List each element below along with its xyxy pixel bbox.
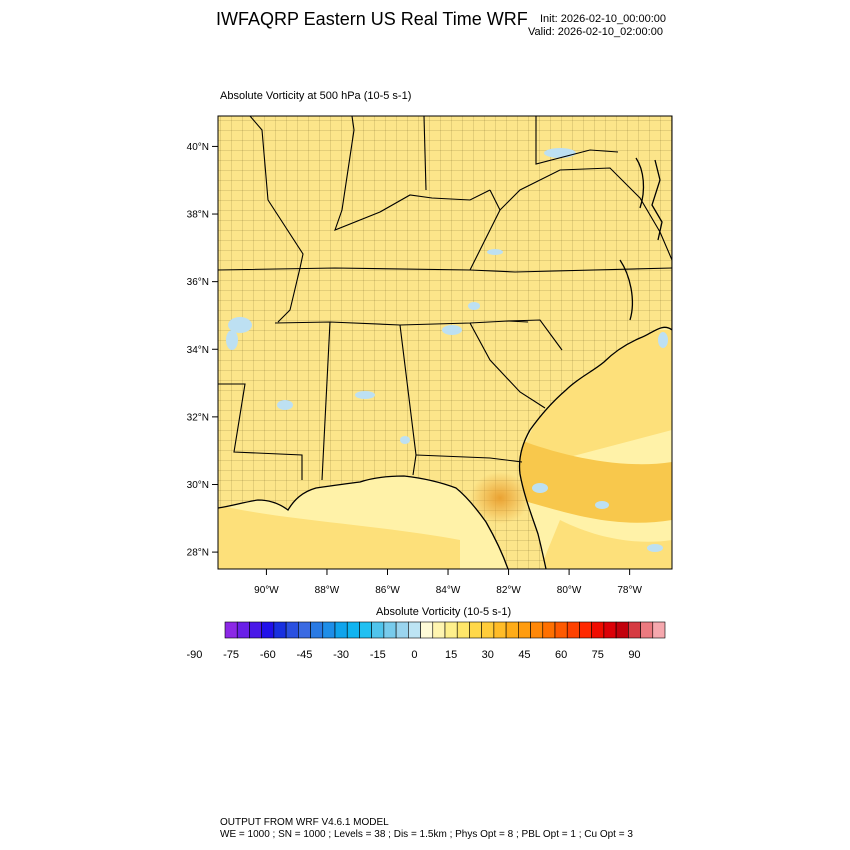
map-frame bbox=[217, 115, 673, 570]
colorbar-label: -15 bbox=[370, 649, 386, 661]
colorbar-swatch bbox=[530, 621, 544, 639]
lon-label: 84°W bbox=[436, 585, 461, 596]
colorbar-label: -30 bbox=[333, 649, 349, 661]
colorbar-swatch bbox=[615, 621, 629, 639]
colorbar-swatch bbox=[236, 621, 250, 639]
colorbar-label: -60 bbox=[260, 649, 276, 661]
colorbar-swatch bbox=[395, 621, 409, 639]
colorbar-swatch bbox=[505, 621, 519, 639]
lat-label: 38°N bbox=[187, 210, 209, 221]
model-options: WE = 1000 ; SN = 1000 ; Levels = 38 ; Di… bbox=[220, 829, 633, 840]
colorbar-swatch bbox=[566, 621, 580, 639]
field-label: Absolute Vorticity at 500 hPa (10-5 s-1) bbox=[220, 90, 412, 102]
colorbar-swatch bbox=[249, 621, 262, 639]
lon-label: 88°W bbox=[315, 585, 340, 596]
colorbar-swatch bbox=[628, 621, 641, 639]
colorbar-swatch bbox=[346, 621, 360, 639]
colorbar-label: -75 bbox=[223, 649, 239, 661]
colorbar-swatch bbox=[640, 621, 654, 639]
colorbar-swatch bbox=[298, 621, 311, 639]
county-boundaries bbox=[218, 116, 672, 569]
lat-label: 40°N bbox=[187, 142, 209, 153]
init-time: Init: 2026-02-10_00:00:00 bbox=[540, 13, 666, 25]
vorticity-maximum bbox=[470, 472, 530, 524]
colorbar-label: 75 bbox=[592, 649, 604, 661]
colorbar-swatch bbox=[591, 621, 605, 639]
longitude-labels: 90°W 88°W 86°W 84°W 82°W 80°W 78°W bbox=[254, 585, 642, 596]
colorbar-swatch bbox=[224, 621, 238, 639]
colorbar-swatch bbox=[432, 621, 446, 639]
colorbar-title: Absolute Vorticity (10-5 s-1) bbox=[376, 606, 512, 618]
lat-label: 28°N bbox=[187, 548, 209, 559]
atlantic-band-light bbox=[540, 520, 672, 569]
colorbar-swatch bbox=[652, 621, 666, 639]
lat-label: 32°N bbox=[187, 412, 209, 423]
colorbar-label: 0 bbox=[411, 649, 417, 661]
colorbar-label: 30 bbox=[482, 649, 494, 661]
colorbar-swatch bbox=[456, 621, 470, 639]
colorbar-swatch bbox=[310, 621, 324, 639]
colorbar-swatch bbox=[322, 621, 336, 639]
colorbar-label: -45 bbox=[296, 649, 312, 661]
lat-label: 30°N bbox=[187, 480, 209, 491]
state-borders bbox=[218, 116, 672, 481]
colorbar-swatch bbox=[261, 621, 275, 639]
colorbar-swatch bbox=[481, 621, 495, 639]
colorbar-label: -90 bbox=[186, 649, 202, 661]
colorbar-label: 90 bbox=[628, 649, 640, 661]
negative-vorticity-patches bbox=[226, 148, 668, 552]
colorbar-swatch bbox=[444, 621, 458, 639]
colorbar-swatch bbox=[603, 621, 617, 639]
colorbar-swatch bbox=[518, 621, 531, 639]
colorbar-swatch bbox=[334, 621, 348, 639]
lat-label: 34°N bbox=[187, 345, 209, 356]
colorbar-labels: -90 -75 -60 -45 -30 -15 0 15 30 45 60 75 90 bbox=[186, 649, 640, 661]
colorbar bbox=[224, 621, 666, 639]
coastline bbox=[218, 157, 672, 569]
lon-label: 80°W bbox=[557, 585, 582, 596]
colorbar-swatch bbox=[383, 621, 397, 639]
lon-label: 78°W bbox=[617, 585, 642, 596]
valid-time: Valid: 2026-02-10_02:00:00 bbox=[528, 26, 663, 38]
lat-label: 36°N bbox=[187, 277, 209, 288]
map-area bbox=[218, 116, 672, 569]
latitude-labels: 40°N 38°N 36°N 34°N 32°N 30°N 28°N bbox=[187, 142, 209, 559]
colorbar-swatch bbox=[542, 621, 556, 639]
colorbar-swatch bbox=[371, 621, 385, 639]
colorbar-label: 45 bbox=[518, 649, 530, 661]
ocean-band-light bbox=[520, 330, 672, 470]
colorbar-swatch bbox=[469, 621, 482, 639]
colorbar-swatch bbox=[273, 621, 287, 639]
plot-title: IWFAQRP Eastern US Real Time WRF bbox=[216, 9, 528, 29]
colorbar-swatch bbox=[420, 621, 434, 639]
lon-label: 82°W bbox=[496, 585, 521, 596]
colorbar-swatch bbox=[493, 621, 507, 639]
model-info: OUTPUT FROM WRF V4.6.1 MODEL bbox=[220, 817, 389, 828]
gulf-band-strong bbox=[218, 505, 460, 569]
lon-label: 90°W bbox=[254, 585, 279, 596]
ocean-band-strong bbox=[520, 440, 672, 523]
colorbar-swatch bbox=[579, 621, 592, 639]
lon-label: 86°W bbox=[375, 585, 400, 596]
colorbar-label: 15 bbox=[445, 649, 457, 661]
colorbar-swatch bbox=[359, 621, 372, 639]
colorbar-swatch bbox=[408, 621, 421, 639]
colorbar-label: 60 bbox=[555, 649, 567, 661]
colorbar-swatch bbox=[285, 621, 299, 639]
axis-ticks bbox=[212, 145, 631, 575]
colorbar-swatch bbox=[554, 621, 568, 639]
